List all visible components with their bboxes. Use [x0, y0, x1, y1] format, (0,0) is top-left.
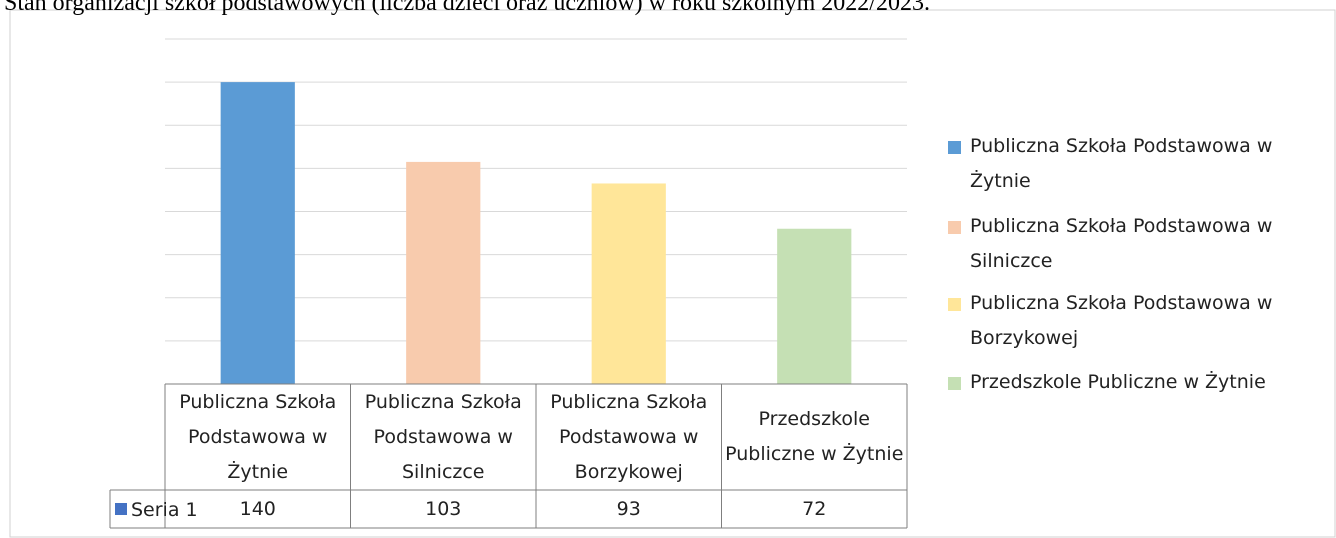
x-tick-label: Przedszkole Publiczne w Żytnie	[725, 408, 904, 465]
legend-label-box: Publiczna Szkoła Podstawowa w Żytnie	[970, 135, 1273, 192]
data-value: 93	[616, 497, 641, 520]
legend-key	[115, 503, 127, 515]
x-tick-label-box: Przedszkole Publiczne w Żytnie	[725, 408, 904, 465]
legend-key	[948, 298, 961, 311]
title-band	[0, 0, 1336, 9]
legend-label-box: Przedszkole Publiczne w Żytnie	[970, 371, 1266, 393]
bar	[591, 183, 666, 384]
legend-label-box: Publiczna Szkoła Podstawowa w Borzykowej	[970, 292, 1273, 349]
legend-key	[948, 377, 961, 390]
data-value: 103	[425, 497, 462, 520]
x-tick-label: Publiczna Szkoła Podstawowa w Silniczce	[364, 390, 522, 483]
x-tick-label-box: Publiczna Szkoła Podstawowa w Żytnie	[179, 390, 337, 483]
data-value: 140	[239, 497, 276, 520]
bar	[220, 82, 295, 384]
data-value-box: 103	[425, 497, 462, 520]
legend-label: Publiczna Szkoła Podstawowa w Silniczce	[970, 215, 1273, 272]
data-value-box: 93	[616, 497, 641, 520]
bar	[406, 161, 481, 384]
bar	[777, 228, 852, 384]
legend-label: Publiczna Szkoła Podstawowa w Żytnie	[970, 135, 1273, 192]
legend-key	[948, 221, 961, 234]
chart-title: Stan organizacji szkół podstawowych (lic…	[4, 0, 930, 16]
legend-label: Przedszkole Publiczne w Żytnie	[970, 371, 1266, 393]
legend-label-box: Publiczna Szkoła Podstawowa w Silniczce	[970, 215, 1273, 272]
data-value: 72	[802, 497, 827, 520]
data-value-box: 140	[239, 497, 276, 520]
x-tick-label-box: Publiczna Szkoła Podstawowa w Borzykowej	[550, 390, 708, 483]
series-name: Seria 1	[131, 499, 198, 521]
legend-label: Publiczna Szkoła Podstawowa w Borzykowej	[970, 292, 1273, 349]
data-value-box: 72	[802, 497, 827, 520]
x-tick-label-box: Publiczna Szkoła Podstawowa w Silniczce	[364, 390, 522, 483]
legend-key	[948, 141, 961, 154]
x-tick-label: Publiczna Szkoła Podstawowa w Żytnie	[179, 390, 337, 483]
x-tick-label: Publiczna Szkoła Podstawowa w Borzykowej	[550, 390, 708, 483]
